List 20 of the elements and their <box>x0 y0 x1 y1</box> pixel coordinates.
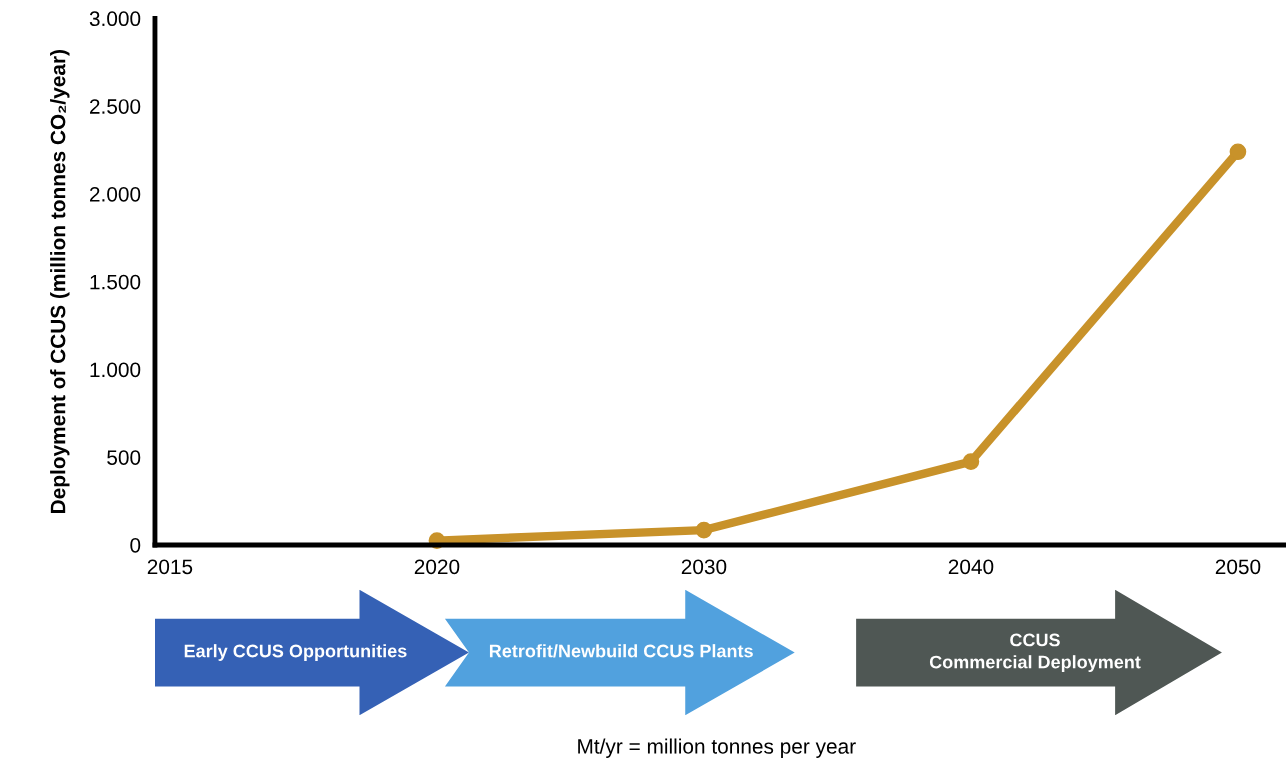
x-tick-label: 2015 <box>147 559 193 575</box>
text: Retrofit/Newbuild CCUS Plants <box>489 644 753 658</box>
y-tick-label: 500 <box>107 450 141 465</box>
point <box>695 521 713 539</box>
text: CCUS Commercial Deployment <box>929 633 1141 672</box>
x-tick-label: 2040 <box>948 559 994 575</box>
y-tick-label: 1.500 <box>90 274 141 290</box>
x-tick-label: 2030 <box>681 559 727 575</box>
y-tick-label: 1.000 <box>90 362 141 378</box>
x-tick-label: 2050 <box>1215 559 1261 575</box>
y-tick-label: 0 <box>130 537 141 553</box>
y-tick-label: 2.500 <box>89 99 141 114</box>
y-tick-label: 2.000 <box>89 186 141 202</box>
y-axis-title: Deployment of CCUS (million tonnes CO₂/year) <box>50 50 70 513</box>
point <box>1229 143 1247 161</box>
point <box>962 453 980 470</box>
text: Early CCUS Opportunities <box>184 644 407 661</box>
y-tick-label: 3.000 <box>89 11 141 27</box>
x-tick-label: 2020 <box>414 559 460 575</box>
text: Mt/yr = million tonnes per year <box>578 738 856 758</box>
